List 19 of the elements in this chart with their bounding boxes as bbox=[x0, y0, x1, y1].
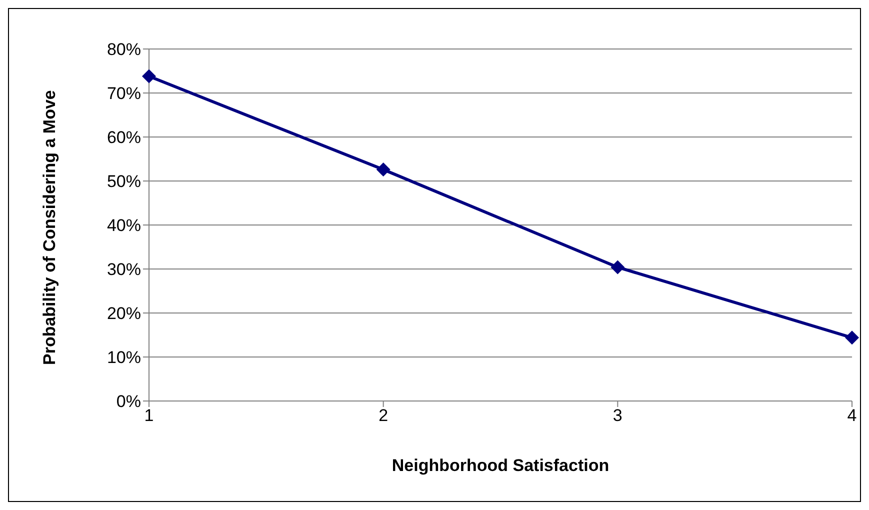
x-tick-label: 4 bbox=[847, 406, 857, 426]
y-tick-label: 10% bbox=[106, 348, 141, 368]
y-tick-label: 30% bbox=[106, 260, 141, 280]
x-tick-label: 1 bbox=[144, 406, 154, 426]
y-tick-label: 40% bbox=[106, 216, 141, 236]
y-tick-label: 80% bbox=[106, 40, 141, 60]
y-tick-label: 70% bbox=[106, 84, 141, 104]
y-tick-label: 50% bbox=[106, 172, 141, 192]
x-axis-title: Neighborhood Satisfaction bbox=[392, 456, 610, 475]
point bbox=[142, 69, 156, 84]
point bbox=[610, 260, 625, 274]
x-tick-label: 2 bbox=[378, 406, 388, 426]
point bbox=[845, 330, 859, 345]
x-tick-label: 3 bbox=[612, 406, 622, 426]
y-axis-title: Probability of Considering a Move bbox=[40, 90, 60, 365]
point bbox=[376, 162, 390, 177]
y-tick-label: 20% bbox=[106, 304, 141, 324]
y-tick-label: 0% bbox=[116, 392, 141, 412]
y-tick-label: 60% bbox=[106, 128, 141, 148]
